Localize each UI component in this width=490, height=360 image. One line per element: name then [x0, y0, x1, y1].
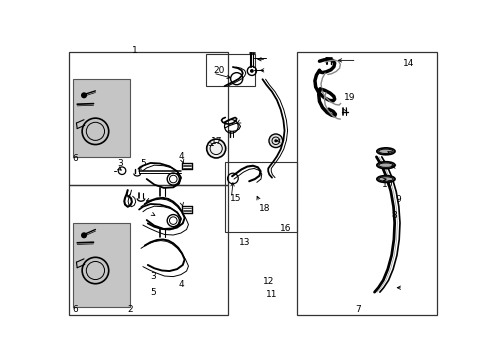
Text: 19: 19 — [344, 93, 356, 102]
Ellipse shape — [377, 148, 395, 155]
Text: 12: 12 — [263, 277, 274, 286]
Text: 3: 3 — [150, 271, 156, 280]
Text: 17: 17 — [211, 137, 222, 146]
Text: 6: 6 — [73, 154, 78, 163]
Text: 8: 8 — [392, 211, 397, 220]
Text: 9: 9 — [395, 195, 401, 204]
Circle shape — [269, 134, 283, 148]
Circle shape — [81, 232, 87, 238]
Text: 13: 13 — [239, 238, 250, 247]
Bar — [73, 79, 129, 157]
Text: 18: 18 — [259, 204, 270, 213]
Bar — [206, 54, 255, 86]
Ellipse shape — [379, 149, 393, 153]
Text: 4: 4 — [179, 280, 185, 289]
Text: 4: 4 — [179, 152, 185, 161]
Text: 6: 6 — [73, 305, 78, 314]
Bar — [224, 162, 297, 232]
Text: 11: 11 — [267, 289, 278, 298]
Text: 15: 15 — [230, 194, 242, 203]
Text: 7: 7 — [356, 305, 361, 314]
Bar — [297, 51, 437, 315]
Text: 20: 20 — [213, 66, 224, 75]
Text: 16: 16 — [280, 224, 291, 233]
Text: 10: 10 — [382, 180, 393, 189]
Ellipse shape — [377, 162, 395, 168]
Ellipse shape — [379, 163, 393, 167]
Bar — [69, 51, 228, 185]
Ellipse shape — [377, 176, 395, 183]
Text: 5: 5 — [140, 159, 146, 168]
Text: 1: 1 — [131, 46, 137, 55]
Circle shape — [81, 92, 87, 98]
Circle shape — [274, 139, 277, 142]
Circle shape — [250, 69, 254, 73]
Text: 5: 5 — [150, 288, 156, 297]
Text: 14: 14 — [403, 59, 415, 68]
Bar — [69, 185, 228, 315]
Ellipse shape — [379, 177, 393, 181]
Text: 3: 3 — [118, 159, 123, 168]
Circle shape — [207, 139, 226, 158]
Bar — [73, 223, 129, 306]
Text: 2: 2 — [128, 305, 133, 314]
